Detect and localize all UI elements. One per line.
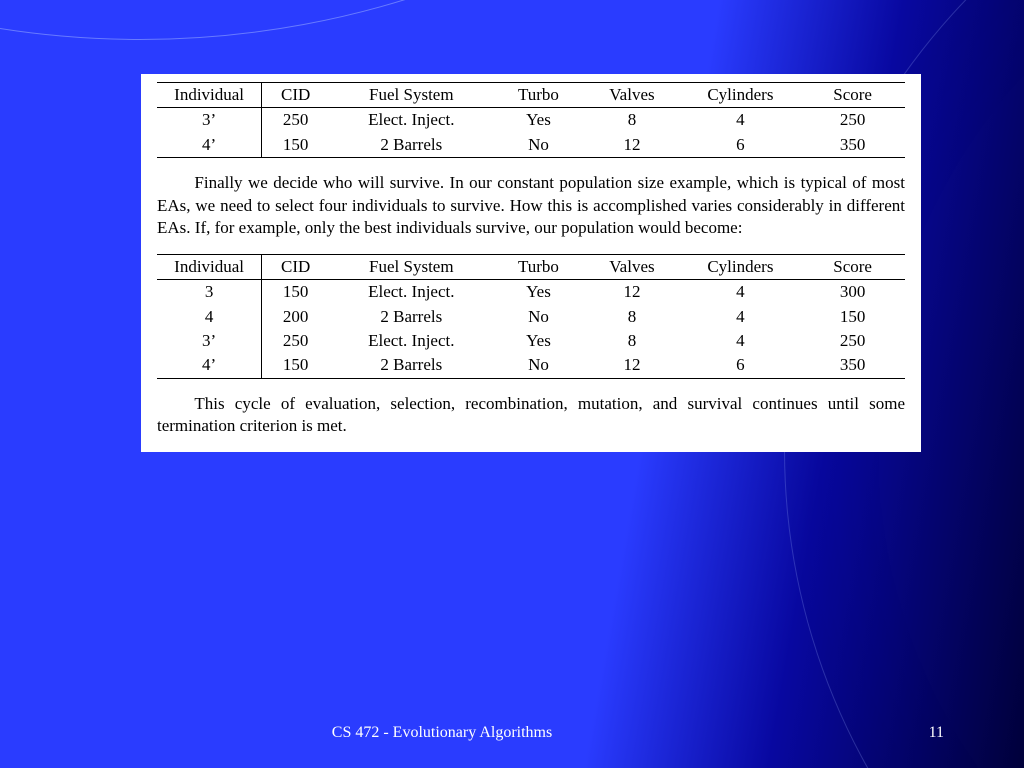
table-row: 3’ 250 Elect. Inject. Yes 8 4 250 bbox=[157, 108, 905, 133]
paragraph-survival: Finally we decide who will survive. In o… bbox=[157, 172, 905, 239]
table-population: Individual CID Fuel System Turbo Valves … bbox=[157, 254, 905, 379]
col-cid: CID bbox=[262, 254, 329, 279]
col-valves: Valves bbox=[583, 254, 680, 279]
col-score: Score bbox=[800, 254, 905, 279]
paragraph-text: This cycle of evaluation, selection, rec… bbox=[157, 394, 905, 435]
table-offspring: Individual CID Fuel System Turbo Valves … bbox=[157, 82, 905, 158]
col-cid: CID bbox=[262, 83, 329, 108]
footer-page-number: 11 bbox=[884, 724, 944, 742]
content-panel: Individual CID Fuel System Turbo Valves … bbox=[141, 74, 921, 452]
col-individual: Individual bbox=[157, 83, 262, 108]
col-cylinders: Cylinders bbox=[681, 254, 801, 279]
table-row: 4’ 150 2 Barrels No 12 6 350 bbox=[157, 353, 905, 378]
table-row: 3 150 Elect. Inject. Yes 12 4 300 bbox=[157, 280, 905, 305]
col-turbo: Turbo bbox=[494, 83, 584, 108]
col-fuelsystem: Fuel System bbox=[329, 254, 494, 279]
slide-footer: CS 472 - Evolutionary Algorithms 11 bbox=[0, 724, 1024, 742]
table-row: 4’ 150 2 Barrels No 12 6 350 bbox=[157, 133, 905, 158]
col-individual: Individual bbox=[157, 254, 262, 279]
table-row: 3’ 250 Elect. Inject. Yes 8 4 250 bbox=[157, 329, 905, 353]
col-turbo: Turbo bbox=[494, 254, 584, 279]
footer-title: CS 472 - Evolutionary Algorithms bbox=[0, 724, 884, 742]
col-valves: Valves bbox=[583, 83, 680, 108]
paragraph-cycle: This cycle of evaluation, selection, rec… bbox=[157, 393, 905, 438]
paragraph-text: Finally we decide who will survive. In o… bbox=[157, 173, 905, 237]
col-score: Score bbox=[800, 83, 905, 108]
col-fuelsystem: Fuel System bbox=[329, 83, 494, 108]
col-cylinders: Cylinders bbox=[681, 83, 801, 108]
table-row: 4 200 2 Barrels No 8 4 150 bbox=[157, 305, 905, 329]
